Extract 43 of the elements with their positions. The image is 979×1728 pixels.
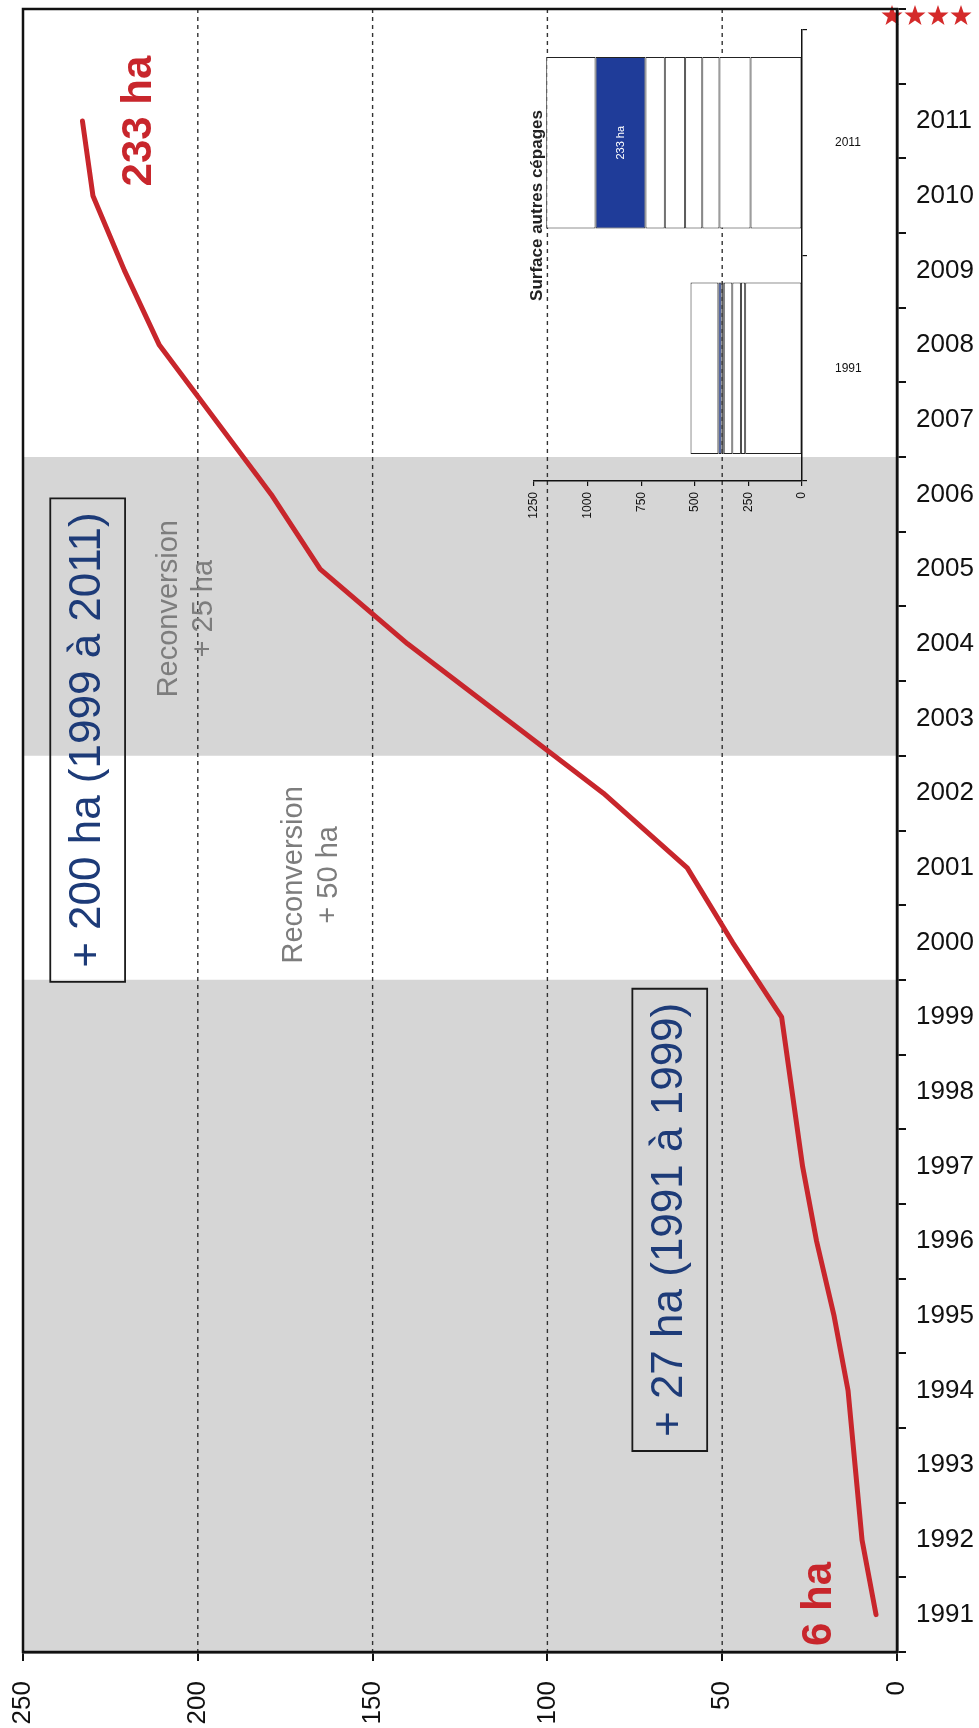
annotation: + 200 ha (1999 à 2011) [59,512,109,968]
y-tick-label: 2003 [916,701,974,732]
x-tick-label: 200 [180,1681,211,1725]
y-tick-label: 2004 [916,626,974,657]
annotation: Reconversion + 25 ha [151,520,218,698]
y-tick-label: 2007 [916,402,974,433]
x-tick-label: 1000 [579,491,594,519]
x-tick-label: 750 [633,491,648,513]
y-tick-label: 1996 [916,1224,974,1255]
y-tick-label: 2006 [916,477,974,508]
y-tick-label: 1991 [835,360,863,375]
y-tick-label: 1998 [916,1075,974,1106]
y-tick-label: 2005 [916,552,974,583]
y-tick-label: 2011 [835,135,862,150]
data-label: 6 ha [792,1561,840,1646]
y-tick-label: 2009 [916,253,974,284]
x-tick-label: 500 [687,491,702,513]
y-tick-label: 1993 [916,1448,974,1479]
data-label: 233 ha [613,125,626,160]
text: Surface autres cépages [526,110,546,301]
x-tick-label: 150 [355,1681,386,1725]
y-tick-label: 2008 [916,328,974,359]
x-tick-label: 50 [705,1681,736,1710]
annotation: + 27 ha (1991 à 1999) [641,1002,691,1438]
y-tick-label: 2010 [916,178,974,209]
y-tick-label: 1997 [916,1149,974,1180]
y-tick-label: 1991 [916,1597,974,1628]
data-label: 233 ha [113,55,161,187]
x-tick-label: 1250 [526,491,541,519]
x-tick-label: 250 [740,491,755,513]
x-tick-label: 250 [6,1681,37,1725]
y-tick-label: 1995 [916,1299,974,1330]
y-tick-label: 1999 [916,1000,974,1031]
x-tick-label: 0 [794,491,809,499]
y-tick-label: 1992 [916,1523,974,1554]
y-tick-label: 2002 [916,776,974,807]
y-tick-label: 1994 [916,1373,974,1404]
y-tick-label: 2011 [916,104,972,135]
y-tick-label: 2000 [916,925,974,956]
x-tick-label: 100 [530,1681,561,1725]
y-tick-label: 2001 [916,851,974,882]
x-tick-label: 0 [880,1681,911,1696]
annotation: Reconversion + 50 ha [276,786,343,964]
